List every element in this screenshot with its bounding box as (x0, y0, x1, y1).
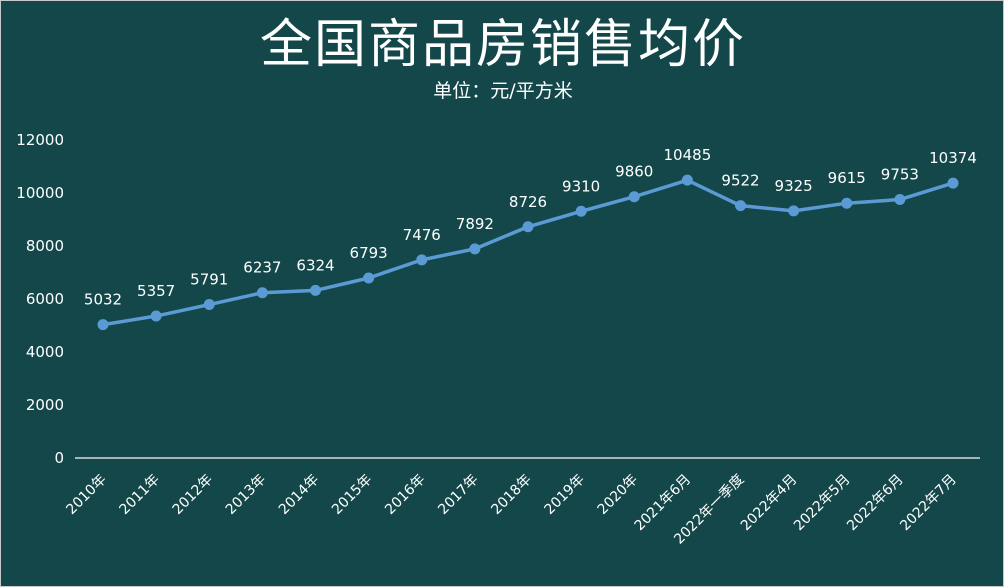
x-tick-label: 2014年 (276, 472, 322, 518)
data-label: 6793 (350, 244, 388, 262)
y-tick-label: 10000 (16, 184, 64, 202)
y-tick-label: 0 (54, 449, 64, 467)
data-point (203, 299, 215, 311)
x-tick-label: 2019年 (542, 472, 588, 518)
y-tick-label: 2000 (26, 396, 64, 414)
data-label: 9615 (828, 169, 866, 187)
x-tick-label: 2022年6月 (844, 472, 907, 535)
data-label: 8726 (509, 193, 547, 211)
data-point (522, 221, 534, 233)
data-point (575, 205, 587, 217)
data-label: 9860 (615, 163, 653, 181)
data-point (363, 272, 375, 284)
data-point (735, 200, 746, 212)
data-point (788, 205, 800, 217)
data-point (469, 243, 481, 255)
data-point (256, 287, 268, 299)
data-point (416, 254, 428, 266)
data-point (150, 310, 162, 322)
data-points (97, 174, 959, 331)
y-tick-label: 8000 (26, 237, 64, 255)
data-label: 6324 (296, 256, 334, 274)
data-point (841, 197, 853, 209)
data-label: 9522 (721, 172, 759, 190)
x-tick-label: 2016年 (382, 472, 428, 518)
y-tick-label: 12000 (16, 131, 64, 149)
x-tick-label: 2018年 (488, 472, 534, 518)
x-tick-label: 2012年 (170, 472, 216, 518)
data-label: 5032 (84, 291, 122, 309)
data-label: 10485 (664, 146, 712, 164)
x-tick-label: 2020年 (595, 472, 641, 518)
data-label: 7476 (403, 226, 441, 244)
data-label: 9325 (775, 177, 813, 195)
data-label: 5357 (137, 282, 175, 300)
x-tick-label: 2015年 (329, 472, 375, 518)
x-tick-label: 2022年5月 (791, 472, 854, 535)
data-label: 9310 (562, 177, 600, 195)
data-label: 5791 (190, 271, 228, 289)
y-axis-ticks: 0 2000 4000 6000 8000 10000 12000 (16, 131, 64, 467)
chart-subtitle: 单位：元/平方米 (433, 80, 573, 102)
x-tick-label: 2010年 (63, 472, 109, 518)
data-label: 9753 (881, 166, 919, 184)
y-tick-label: 6000 (26, 290, 64, 308)
data-labels: 5032 5357 5791 6237 6324 6793 7476 7892 8726 9310… (84, 146, 977, 309)
x-tick-label: 2022年7月 (897, 472, 960, 535)
data-label: 6237 (243, 259, 281, 277)
x-tick-label: 2017年 (435, 472, 481, 518)
x-axis-ticks: 2010年 2011年 2012年 2013年 2014年 2015年 2016年 2017年… (63, 472, 959, 548)
y-tick-label: 4000 (26, 343, 64, 361)
data-point (681, 174, 693, 186)
data-label: 10374 (929, 149, 977, 167)
data-point (310, 284, 321, 296)
data-point (947, 177, 959, 189)
x-tick-label: 2011年 (117, 472, 163, 518)
data-point (97, 319, 109, 331)
data-point (628, 191, 640, 203)
chart-title: 全国商品房销售均价 (259, 15, 746, 75)
data-label: 7892 (456, 215, 494, 233)
data-point (894, 194, 906, 206)
x-tick-label: 2022年4月 (738, 472, 801, 535)
x-tick-label: 2013年 (223, 472, 269, 518)
